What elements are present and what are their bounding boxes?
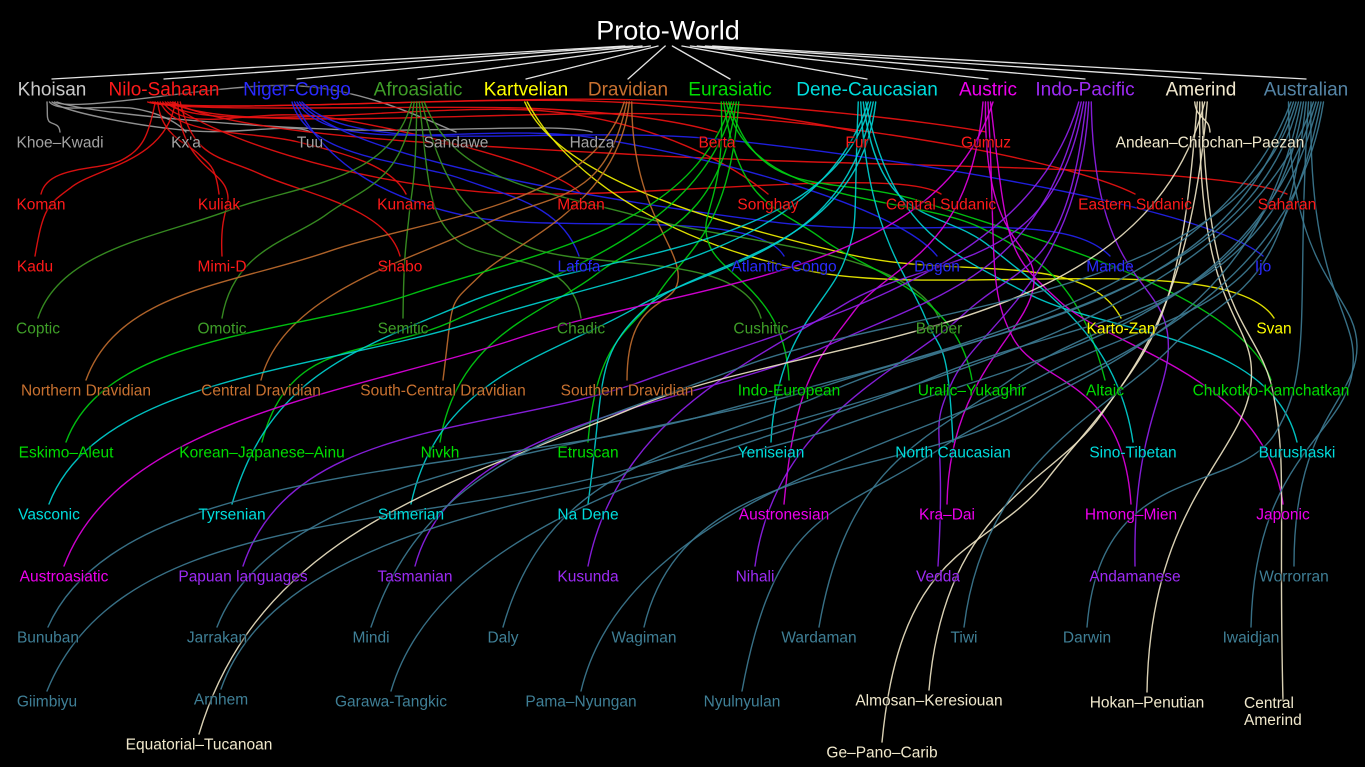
tree-edge [1201, 101, 1284, 702]
tree-edge [587, 101, 740, 443]
tree-edge [169, 101, 1136, 195]
tree-edge [147, 101, 718, 133]
tree-edge [56, 101, 593, 133]
tree-edge [172, 101, 1288, 195]
tree-edge [402, 101, 418, 319]
tree-edge [221, 101, 415, 319]
tree-edge [741, 101, 1325, 692]
tree-edge [421, 101, 762, 319]
tree-edge [696, 45, 1086, 80]
tree-edge [410, 101, 874, 505]
tree-edge [179, 101, 401, 257]
tree-edge [177, 101, 229, 257]
tree-edge [881, 101, 1208, 743]
tree-edge [1287, 101, 1358, 567]
tree-edge [439, 101, 737, 443]
tree-edge [63, 101, 994, 567]
tree-edge [298, 101, 1111, 257]
tree-edge [34, 101, 176, 257]
tree-edge [987, 101, 1132, 505]
tree-edge [1250, 101, 1354, 628]
tree-edge [725, 101, 1106, 381]
tree-edge [152, 98, 987, 133]
tree-edge [689, 45, 989, 80]
tree-edge [261, 101, 735, 443]
tree-edge [291, 101, 580, 257]
tree-edge [937, 101, 1090, 567]
tree-edge [626, 101, 679, 381]
tree-edge [296, 101, 938, 257]
tree-edge [525, 45, 659, 80]
tree-edge [862, 101, 1134, 443]
tree-edge [712, 45, 1307, 80]
tree-edge [370, 101, 1297, 628]
tree-edge [860, 101, 954, 443]
tree-edge [502, 101, 1300, 628]
tree-edge [260, 101, 628, 381]
tree-edge [216, 101, 1295, 628]
tree-edge [242, 101, 1080, 567]
tree-edge [417, 45, 652, 80]
tree-edge [47, 101, 1292, 628]
tree-edge [705, 101, 790, 381]
tree-edge [163, 45, 634, 80]
tree-edge [946, 101, 1035, 505]
tree-edge [643, 101, 1302, 628]
tree-edge [681, 45, 868, 80]
tree-edge [65, 101, 732, 443]
tree-edge [46, 101, 61, 133]
tree-edge [48, 101, 869, 505]
tree-edge [580, 101, 1322, 692]
tree-edge [587, 101, 1085, 567]
tree-edge [671, 45, 731, 80]
tree-edge [198, 101, 1206, 735]
tree-edge [53, 84, 457, 133]
tree-edge [40, 101, 156, 195]
tree-edge [526, 101, 1275, 319]
tree-edge [301, 101, 1264, 257]
tree-edge [783, 101, 984, 505]
tree-edge [390, 101, 1320, 692]
tree-edge [818, 101, 1305, 628]
tree-edge [46, 101, 1315, 692]
tree-edge [167, 101, 942, 195]
tree-edge [1146, 101, 1253, 693]
tree-edge [51, 45, 626, 80]
tree-edge [296, 45, 643, 80]
tree-edge [963, 101, 1307, 628]
tree-edge [220, 101, 1317, 690]
tree-edge [1086, 101, 1310, 628]
tree-edge [231, 101, 872, 505]
tree-edge [928, 101, 1198, 691]
tree-edge [754, 101, 1087, 567]
tree-edge [704, 45, 1202, 80]
tree-edge [442, 101, 630, 381]
tree-edge [414, 101, 1082, 567]
tree-edge [37, 101, 413, 319]
tree-edge [865, 101, 1298, 443]
tree-edge [627, 45, 666, 80]
tree-edge [587, 101, 877, 505]
tree-edge [989, 101, 1284, 505]
tree-edge [728, 101, 1272, 381]
tree-edge [85, 101, 625, 381]
tree-edge [1090, 101, 1170, 567]
